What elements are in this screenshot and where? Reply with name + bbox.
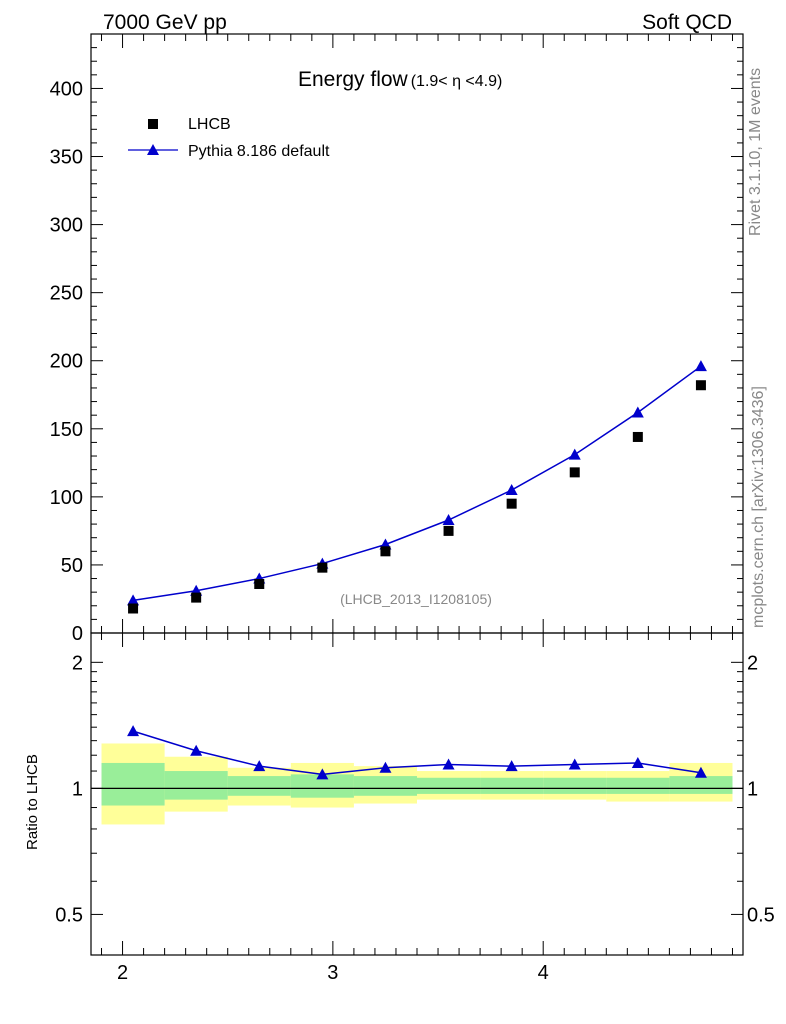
ratio-pythia-point [568, 758, 581, 770]
ratio-pythia-point [442, 758, 455, 770]
uncertainty-band-green [227, 776, 291, 796]
lhcb-point [191, 592, 202, 603]
ratio-pythia-point [505, 760, 518, 772]
ratio-pythia-point [127, 725, 140, 737]
ratio-pythia-point [190, 744, 203, 756]
header-left: 7000 GeV pp [103, 11, 227, 34]
ratio-y-tick-label-right: 0.5 [747, 904, 775, 926]
ratio-pythia-point [631, 756, 644, 768]
x-tick-label: 3 [327, 962, 338, 984]
chart-title-sub: (1.9< η <4.9) [411, 73, 503, 90]
ratio-pythia-point [379, 761, 392, 773]
main-y-tick-label: 400 [50, 78, 83, 100]
main-y-tick-label: 50 [61, 555, 83, 577]
chart-title: Energy flow (1.9< η <4.9) [298, 68, 502, 91]
uncertainty-band-green [669, 776, 733, 794]
main-y-tick-label: 150 [50, 419, 83, 441]
rivet-label: Rivet 3.1.10, 1M events [747, 68, 764, 236]
main-y-tick-label: 0 [72, 623, 83, 645]
uncertainty-band-green [480, 777, 544, 794]
pythia-point [631, 406, 644, 418]
uncertainty-band-green [417, 777, 481, 794]
ratio-y-tick-label-right: 1 [747, 778, 758, 800]
pythia-line [132, 365, 702, 602]
x-tick-label: 4 [538, 962, 549, 984]
ratio-ylabel: Ratio to LHCB [24, 754, 41, 850]
legend-marker-pythia [147, 144, 159, 155]
main-y-tick-label: 200 [50, 351, 83, 373]
mcplots-label: mcplots.cern.ch [arXiv:1306.3436] [750, 386, 767, 628]
ratio-pythia-point [253, 760, 266, 772]
lhcb-point [632, 431, 643, 442]
ratio-pythia-point [694, 766, 707, 778]
pythia-point [694, 360, 707, 372]
x-tick-label: 2 [117, 962, 128, 984]
legend-label-lhcb: LHCB [188, 116, 231, 133]
main-y-tick-label: 300 [50, 215, 83, 237]
main-y-tick-label: 250 [50, 283, 83, 305]
uncertainty-band-green [606, 777, 670, 794]
uncertainty-band-green [543, 777, 607, 794]
lhcb-point [254, 578, 265, 589]
uncertainty-band-green [290, 774, 354, 798]
lhcb-point [569, 467, 580, 478]
header-right: Soft QCD [642, 11, 732, 34]
ratio-plot: 0.5 0.5 1 1 2 2 2 3 4 [55, 632, 775, 984]
chart-title-main: Energy flow [298, 68, 409, 91]
lhcb-point [443, 525, 454, 536]
legend-label-pythia: Pythia 8.186 default [188, 143, 330, 160]
ratio-y-tick-label: 2 [72, 652, 83, 674]
pythia-point [505, 484, 518, 496]
uncertainty-band-green [164, 771, 228, 800]
lhcb-point [506, 498, 517, 509]
main-plot: 0 50 100 150 200 250 300 350 400 [50, 33, 744, 645]
ratio-y-tick-label: 1 [72, 778, 83, 800]
analysis-watermark: (LHCB_2013_I1208105) [340, 591, 492, 607]
main-y-tick-label: 350 [50, 147, 83, 169]
pythia-point [127, 594, 140, 606]
legend: LHCB Pythia 8.186 default [128, 116, 330, 160]
lhcb-point [380, 546, 391, 557]
lhcb-point [695, 380, 706, 391]
ratio-y-tick-label: 0.5 [55, 904, 83, 926]
lhcb-point [317, 562, 328, 573]
uncertainty-band-green [101, 762, 165, 806]
uncertainty-band-green [353, 776, 417, 796]
ratio-pythia-line [132, 730, 702, 776]
legend-marker-lhcb [148, 119, 158, 129]
pythia-point [442, 514, 455, 526]
ratio-y-tick-label-right: 2 [747, 652, 758, 674]
pythia-point [568, 448, 581, 460]
main-y-tick-label: 100 [50, 487, 83, 509]
ratio-pythia-point [316, 768, 329, 780]
lhcb-point [128, 603, 139, 614]
